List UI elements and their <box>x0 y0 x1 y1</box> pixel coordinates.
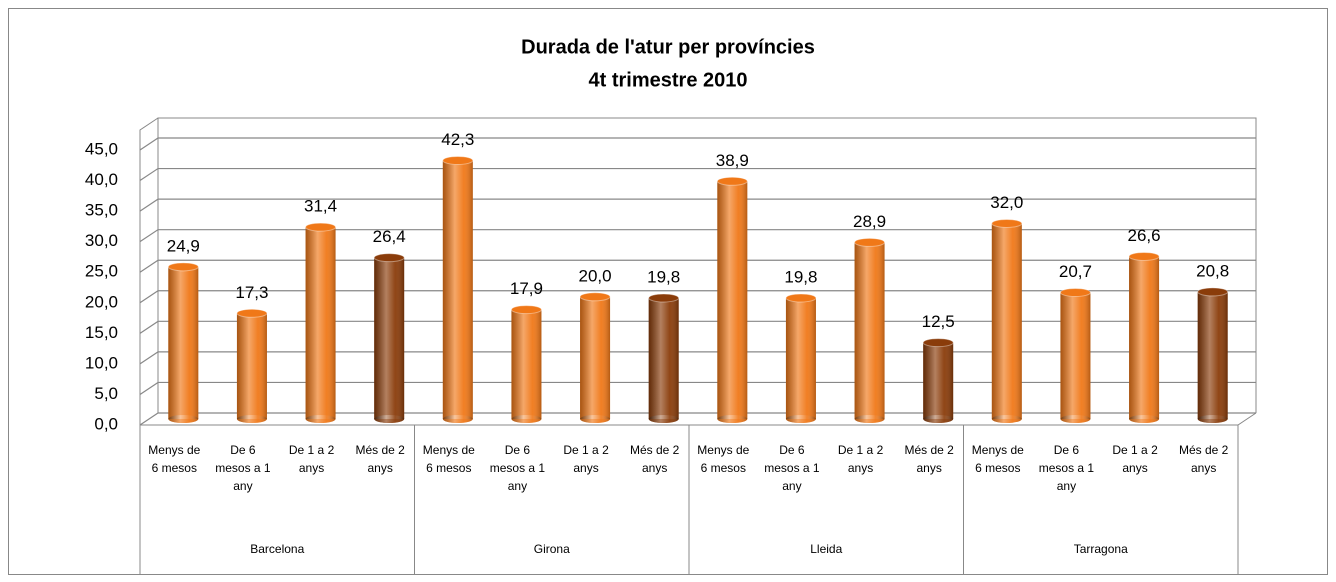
y-tick-label: 5,0 <box>94 384 118 403</box>
x-tick-label: De 6 mesos a 1 any <box>1038 443 1095 493</box>
grid-line <box>139 167 1256 182</box>
x-tick-label: De 1 a 2 anys <box>1112 443 1158 475</box>
data-label: 20,0 <box>579 266 612 285</box>
back-wall <box>157 117 1257 413</box>
grid-line <box>139 259 1256 273</box>
chart-border <box>8 8 1328 575</box>
x-tick-label: De 1 a 2 anys <box>563 443 609 475</box>
x-tick-label: Menys de 6 mesos <box>697 443 750 475</box>
bar <box>167 262 199 423</box>
data-label: 31,4 <box>304 197 337 216</box>
bar <box>648 293 680 423</box>
group-label: Tarragona <box>1073 542 1128 556</box>
data-label: 19,8 <box>647 267 680 286</box>
grid-line <box>139 137 1256 151</box>
bar <box>991 218 1023 423</box>
bar <box>1128 251 1160 423</box>
data-label: 20,7 <box>1059 262 1092 281</box>
bar <box>922 338 954 423</box>
group-label: Barcelona <box>250 542 305 556</box>
chart-subtitle: 4t trimestre 2010 <box>589 69 748 91</box>
y-tick-label: 35,0 <box>85 201 118 220</box>
y-tick-label: 25,0 <box>85 262 118 281</box>
data-label: 26,4 <box>373 227 406 246</box>
data-label: 20,8 <box>1196 261 1229 280</box>
grid-line <box>139 412 1256 426</box>
x-tick-label: Més de 2 anys <box>630 443 680 475</box>
bar <box>373 253 405 423</box>
chart-title: Durada de l'atur per províncies <box>521 36 815 58</box>
x-tick-label: Més de 2 anys <box>1179 443 1229 475</box>
data-label: 42,3 <box>441 130 474 149</box>
x-tick-label: De 6 mesos a 1 any <box>215 443 271 493</box>
y-tick-label: 0,0 <box>94 414 118 433</box>
grid-line <box>139 320 1256 334</box>
y-tick-label: 20,0 <box>85 292 118 311</box>
x-tick-label: Menys de 6 mesos <box>148 443 201 475</box>
bar <box>236 308 268 423</box>
bar <box>1059 288 1091 423</box>
data-label: 38,9 <box>716 151 749 170</box>
y-tick-label: 45,0 <box>85 139 118 158</box>
grid-line <box>139 351 1256 365</box>
x-tick-label: Més de 2 anys <box>904 443 954 475</box>
x-tick-label: De 6 mesos a 1 any <box>764 443 820 493</box>
y-tick-label: 15,0 <box>85 323 118 342</box>
data-label: 24,9 <box>167 236 200 255</box>
x-tick-label: De 1 a 2 anys <box>288 443 335 475</box>
data-label: 19,8 <box>784 267 817 286</box>
y-tick-label: 30,0 <box>85 231 118 250</box>
data-label: 32,0 <box>990 193 1023 212</box>
group-label: Lleida <box>810 542 843 556</box>
side-wall <box>139 117 159 425</box>
bar <box>305 222 337 423</box>
y-tick-label: 40,0 <box>85 170 118 189</box>
x-tick-label: Més de 2 anys <box>355 443 405 475</box>
x-tick-label: Menys de 6 mesos <box>971 443 1024 475</box>
grid-line <box>139 229 1256 243</box>
y-tick-label: 10,0 <box>85 353 118 372</box>
bar <box>510 305 542 423</box>
data-label: 28,9 <box>853 212 886 231</box>
bar <box>1197 287 1229 423</box>
grid-line <box>139 198 1256 212</box>
bar <box>785 293 817 423</box>
data-label: 17,3 <box>235 283 268 302</box>
bar <box>854 237 886 423</box>
data-label: 17,9 <box>510 279 543 298</box>
grid-line <box>139 290 1256 304</box>
bar <box>716 176 748 423</box>
x-tick-label: De 6 mesos a 1 any <box>489 443 546 493</box>
data-label: 26,6 <box>1128 226 1161 245</box>
grid-line <box>139 381 1256 395</box>
group-label: Girona <box>533 542 570 556</box>
bar <box>442 156 474 423</box>
x-tick-label: Menys de 6 mesos <box>422 443 475 475</box>
data-label: 12,5 <box>922 312 955 331</box>
bar <box>579 292 611 423</box>
x-tick-label: De 1 a 2 anys <box>837 443 884 475</box>
